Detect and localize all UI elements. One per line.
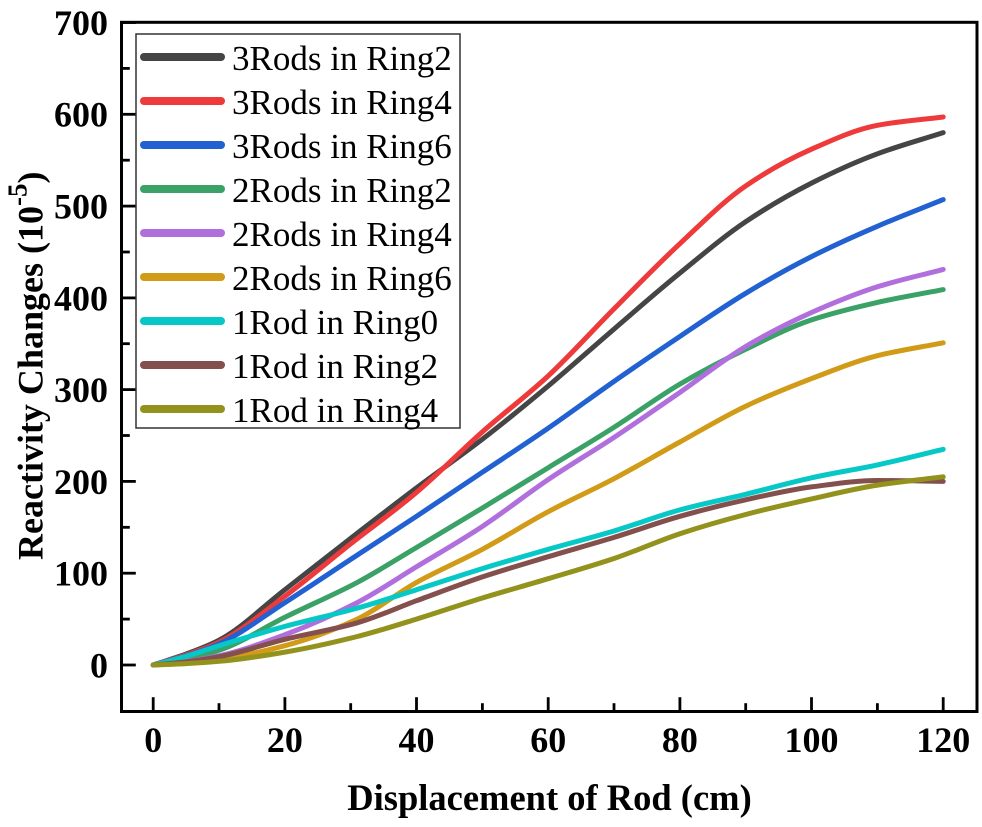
svg-text:0: 0 xyxy=(144,720,162,760)
svg-text:600: 600 xyxy=(54,95,108,135)
svg-text:Displacement of Rod (cm): Displacement of Rod (cm) xyxy=(347,777,751,818)
svg-text:1Rod in Ring2: 1Rod in Ring2 xyxy=(232,347,438,386)
svg-text:3Rods in Ring6: 3Rods in Ring6 xyxy=(232,127,452,166)
svg-text:120: 120 xyxy=(916,720,970,760)
svg-text:2Rods in Ring6: 2Rods in Ring6 xyxy=(232,259,452,298)
svg-text:100: 100 xyxy=(54,554,108,594)
svg-text:100: 100 xyxy=(785,720,839,760)
svg-text:2Rods in Ring4: 2Rods in Ring4 xyxy=(232,215,452,254)
svg-text:300: 300 xyxy=(54,370,108,410)
svg-text:3Rods in Ring2: 3Rods in Ring2 xyxy=(232,39,452,78)
svg-text:700: 700 xyxy=(54,3,108,43)
svg-text:1Rod in Ring4: 1Rod in Ring4 xyxy=(232,391,438,430)
svg-text:200: 200 xyxy=(54,462,108,502)
svg-text:40: 40 xyxy=(399,720,435,760)
svg-text:500: 500 xyxy=(54,187,108,227)
svg-text:60: 60 xyxy=(530,720,566,760)
svg-text:20: 20 xyxy=(267,720,303,760)
svg-text:Reactivity Changes (10-5): Reactivity Changes (10-5) xyxy=(3,172,51,560)
svg-text:0: 0 xyxy=(90,645,108,685)
svg-text:400: 400 xyxy=(54,278,108,318)
svg-text:3Rods in Ring4: 3Rods in Ring4 xyxy=(232,83,452,122)
svg-text:80: 80 xyxy=(662,720,698,760)
svg-text:2Rods in Ring2: 2Rods in Ring2 xyxy=(232,171,452,210)
svg-text:1Rod in Ring0: 1Rod in Ring0 xyxy=(232,303,438,342)
